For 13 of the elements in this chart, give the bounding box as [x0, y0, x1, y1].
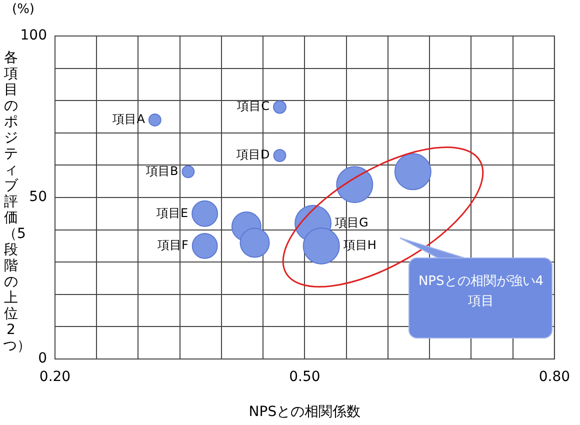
y-tick-label: 100 [20, 28, 47, 44]
y-tick-label: 0 [38, 350, 47, 367]
annotation: 項目E [156, 206, 188, 220]
annotation: 項目B [144, 164, 178, 178]
y-tick-label: 50 [29, 189, 47, 206]
annotation: 項目F [156, 238, 188, 252]
x-tick-label: 0.50 [289, 369, 320, 386]
x-tick-label: 0.80 [538, 369, 570, 386]
x-axis-title: NPSとの相関係数 [248, 404, 361, 420]
text: 各項目のポジティブ評価（5段階の上位2つ） [3, 50, 31, 354]
x-tick-label: 0.20 [39, 369, 71, 386]
text: (%) [12, 2, 34, 17]
annotation: NPSとの相関が強い4項目 [417, 273, 545, 311]
